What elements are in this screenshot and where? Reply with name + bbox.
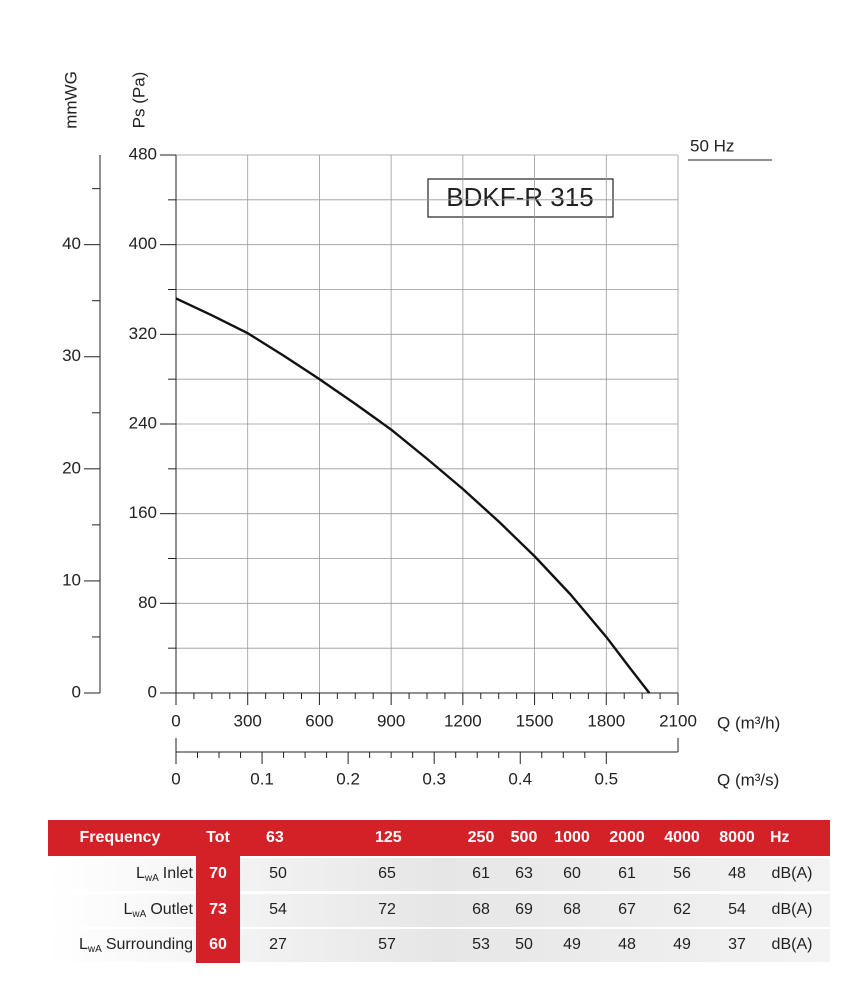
row-label-part: Inlet: [163, 865, 194, 882]
table-row-bg: [48, 858, 830, 891]
table-value: 68: [563, 901, 581, 918]
table-value: 50: [515, 936, 533, 953]
x2-tick-label: 0.4: [508, 769, 532, 788]
table-header: Hz: [770, 829, 790, 846]
row-label: LwA Outlet: [124, 901, 194, 919]
model-label: BDKF-R 315: [446, 182, 593, 212]
x-tick-label: 600: [305, 711, 333, 730]
table-value: 49: [563, 936, 581, 953]
table-value: 49: [673, 936, 691, 953]
table-header: 125: [375, 829, 402, 846]
tot-column-bg: [196, 856, 240, 963]
y2-tick-label: 40: [62, 234, 81, 253]
frequency-label: 50 Hz: [690, 136, 734, 155]
tot-value: 73: [209, 901, 227, 918]
table-header: 500: [511, 829, 538, 846]
row-unit: dB(A): [772, 865, 813, 882]
table-value: 62: [673, 901, 691, 918]
table-header: 2000: [609, 829, 645, 846]
table-header: Frequency: [80, 829, 161, 846]
table-value: 69: [515, 901, 533, 918]
x-tick-label: 1200: [444, 711, 482, 730]
table-header: 8000: [719, 829, 755, 846]
row-label-part: wA: [131, 909, 146, 920]
tot-value: 60: [209, 936, 227, 953]
y2-tick-label: 30: [62, 346, 81, 365]
table-value: 50: [269, 865, 287, 882]
table-value: 48: [618, 936, 636, 953]
y2-tick-label: 10: [62, 570, 81, 589]
row-label: LwA Inlet: [136, 865, 194, 883]
y-tick-label: 480: [129, 144, 157, 163]
y2-tick-label: 20: [62, 458, 81, 477]
row-unit: dB(A): [772, 936, 813, 953]
y-tick-label: 320: [129, 324, 157, 343]
row-label-part: L: [124, 901, 133, 918]
table-value: 61: [472, 865, 490, 882]
tot-value: 70: [209, 865, 227, 882]
row-label-part: wA: [87, 944, 102, 955]
table-row-bg: [48, 929, 830, 962]
row-label-part: Surrounding: [106, 936, 193, 953]
table-value: 65: [378, 865, 396, 882]
row-label-part: Outlet: [150, 901, 193, 918]
x-tick-label: 2100: [659, 711, 697, 730]
x2-axis-label: Q (m³/s): [717, 770, 779, 789]
table-value: 61: [618, 865, 636, 882]
table-value: 37: [728, 936, 746, 953]
table-value: 57: [378, 936, 396, 953]
table-value: 48: [728, 865, 746, 882]
x-tick-label: 1500: [516, 711, 554, 730]
y-tick-label: 400: [129, 234, 157, 253]
table-row-bg: [48, 894, 830, 927]
table-header: 4000: [664, 829, 700, 846]
y2-axis-label: mmWG: [61, 71, 80, 129]
table-value: 27: [269, 936, 287, 953]
table-header: Tot: [206, 829, 230, 846]
y-tick-label: 80: [138, 593, 157, 612]
x-tick-label: 300: [234, 711, 262, 730]
row-label-part: L: [136, 865, 145, 882]
table-value: 53: [472, 936, 490, 953]
fan-curve: [175, 297, 651, 694]
x2-tick-label: 0: [171, 769, 180, 788]
table-value: 54: [269, 901, 287, 918]
y-tick-label: 0: [148, 682, 157, 701]
table-value: 60: [563, 865, 581, 882]
y-axis-label: Ps (Pa): [129, 72, 148, 129]
x-axis-label: Q (m³/h): [717, 713, 780, 732]
row-unit: dB(A): [772, 901, 813, 918]
table-header-bg: [48, 820, 830, 856]
row-label: LwA Surrounding: [79, 936, 193, 954]
table-header: 250: [468, 829, 495, 846]
x2-tick-label: 0.3: [422, 769, 446, 788]
y-tick-label: 160: [129, 503, 157, 522]
model-box: [427, 178, 614, 218]
row-label-part: L: [79, 936, 88, 953]
table-value: 54: [728, 901, 746, 918]
table-value: 68: [472, 901, 490, 918]
table-value: 63: [515, 865, 533, 882]
row-label-part: wA: [144, 873, 159, 884]
table-value: 72: [378, 901, 396, 918]
x-tick-label: 1800: [587, 711, 625, 730]
x-tick-label: 0: [171, 711, 180, 730]
x2-tick-label: 0.2: [336, 769, 360, 788]
table-header: 1000: [554, 829, 590, 846]
x2-tick-label: 0.5: [594, 769, 618, 788]
table-value: 56: [673, 865, 691, 882]
y-tick-label: 240: [129, 413, 157, 432]
table-value: 67: [618, 901, 636, 918]
y2-tick-label: 0: [72, 682, 81, 701]
x2-tick-label: 0.1: [250, 769, 274, 788]
x-tick-label: 900: [377, 711, 405, 730]
sound-table: Frequency Tot 63 125 250 500 1000 2000 4000 8000 H…: [48, 820, 830, 963]
table-header: 63: [266, 829, 284, 846]
